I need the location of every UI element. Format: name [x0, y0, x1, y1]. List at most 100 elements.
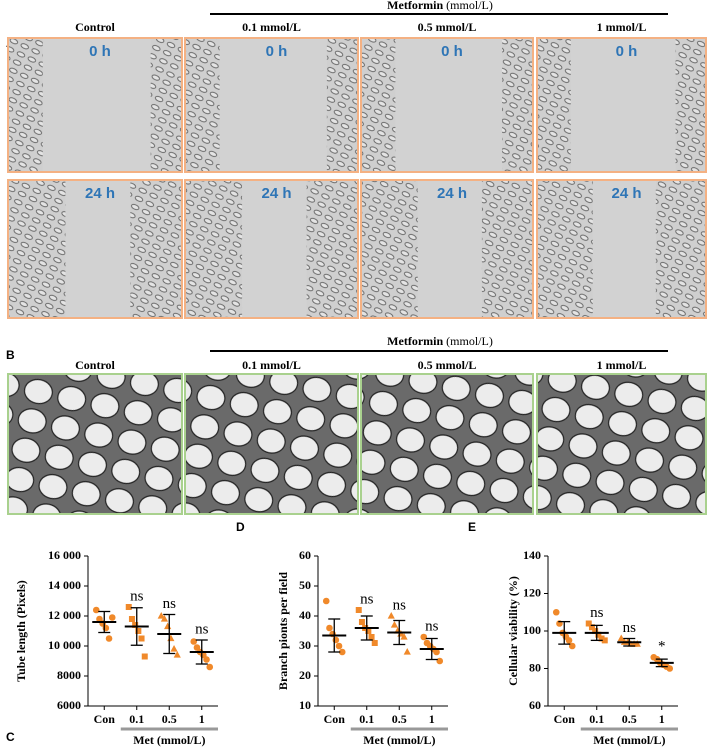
group-label: Metformin: [387, 334, 443, 348]
micrograph: [8, 374, 182, 514]
panel-letter: B: [6, 348, 15, 362]
data-point: [666, 665, 674, 672]
x-tick-label: 0.1: [589, 712, 604, 726]
cell-region: [185, 38, 220, 172]
data-point: [335, 642, 343, 650]
y-tick-label: 50: [299, 578, 311, 592]
cell-region: [502, 38, 533, 172]
group-unit: (mmol/L): [446, 334, 493, 348]
y-tick-label: 6000: [57, 698, 81, 712]
x-tick-label: Con: [94, 712, 116, 726]
data-point: [102, 624, 110, 632]
data-point: [338, 648, 346, 656]
data-point: [358, 619, 365, 625]
data-point: [403, 648, 411, 655]
y-tick-label: 10: [299, 698, 311, 712]
data-point: [601, 637, 608, 644]
significance-label: ns: [130, 588, 144, 604]
image-border: [536, 37, 707, 173]
y-tick-label: 14 000: [48, 578, 81, 592]
x-tick-label: Con: [324, 712, 346, 726]
cell-region: [537, 180, 593, 318]
data-point: [190, 638, 198, 645]
significance-label: ns: [393, 597, 407, 613]
data-point: [206, 663, 214, 671]
data-point: [420, 633, 428, 641]
image-border: [7, 373, 183, 515]
data-point: [132, 622, 139, 628]
x-axis-label: Met (mmol/L): [593, 733, 665, 747]
cell-region: [150, 38, 182, 172]
significance-label: ns: [623, 620, 637, 636]
significance-label: ns: [163, 596, 177, 612]
data-point: [135, 628, 142, 634]
data-point: [128, 616, 135, 622]
micrograph: [537, 374, 706, 514]
group-header: Metformin (mmol/L): [387, 334, 493, 348]
data-point: [355, 607, 362, 613]
time-label: 24 h: [437, 185, 467, 202]
data-point: [371, 640, 378, 646]
y-tick-label: 60: [299, 548, 311, 562]
cell-region: [185, 180, 243, 318]
data-point: [125, 604, 132, 610]
x-tick-label: 1: [429, 712, 435, 726]
data-point: [617, 634, 625, 642]
group-header: Metformin (mmol/L): [387, 0, 493, 12]
cell-region: [675, 38, 706, 172]
data-point: [565, 637, 573, 644]
data-point: [365, 628, 372, 634]
column-label: 0.5 mmol/L: [418, 358, 477, 372]
data-point: [108, 614, 116, 621]
time-label: 0 h: [89, 43, 111, 60]
chart: E Cellular viability (%) 60 80 100 120 140 Con 0…: [468, 520, 678, 747]
data-point: [105, 635, 113, 642]
x-tick-label: 1: [199, 712, 205, 726]
x-tick-label: 1: [659, 712, 665, 726]
column-label: 1 mmol/L: [597, 358, 647, 372]
cell-region: [8, 38, 43, 172]
panel-letter: C: [6, 730, 15, 744]
data-point: [326, 624, 333, 632]
time-label: 24 h: [261, 185, 291, 202]
data-point: [387, 612, 395, 619]
time-label: 24 h: [85, 185, 115, 202]
y-axis-label: Cellular viability (%): [506, 576, 520, 686]
x-tick-label: 0.5: [392, 712, 407, 726]
micrograph: [185, 374, 358, 514]
cell-region: [8, 180, 66, 318]
panel-letter: D: [236, 520, 245, 534]
image-border: [184, 373, 359, 515]
data-point: [92, 606, 100, 614]
data-point: [157, 612, 165, 619]
data-point: [167, 634, 175, 642]
column-label: 0.1 mmol/L: [242, 20, 301, 34]
image-border: [360, 37, 534, 173]
cell-region: [361, 180, 418, 318]
data-point: [138, 635, 145, 642]
time-label: 0 h: [616, 43, 638, 60]
cell-region: [326, 38, 358, 172]
image-border: [184, 179, 359, 319]
time-label: 0 h: [266, 43, 288, 60]
y-tick-label: 16 000: [48, 548, 81, 562]
significance-label: ns: [360, 591, 374, 607]
data-point: [322, 597, 330, 605]
x-axis-label: Met (mmol/L): [363, 733, 435, 747]
y-tick-label: 120: [523, 585, 541, 599]
data-point: [390, 621, 399, 628]
data-point: [595, 631, 602, 638]
data-point: [633, 640, 641, 647]
y-tick-label: 80: [529, 660, 541, 674]
cell-region: [537, 38, 571, 172]
image-border: [7, 179, 183, 319]
image-border: [360, 179, 534, 319]
y-tick-label: 40: [299, 608, 311, 622]
x-tick-label: 0.5: [622, 712, 637, 726]
x-tick-label: 0.1: [129, 712, 144, 726]
image-border: [536, 373, 707, 515]
data-point: [585, 620, 592, 627]
y-tick-label: 20: [299, 668, 311, 682]
y-tick-label: 100: [523, 623, 541, 637]
